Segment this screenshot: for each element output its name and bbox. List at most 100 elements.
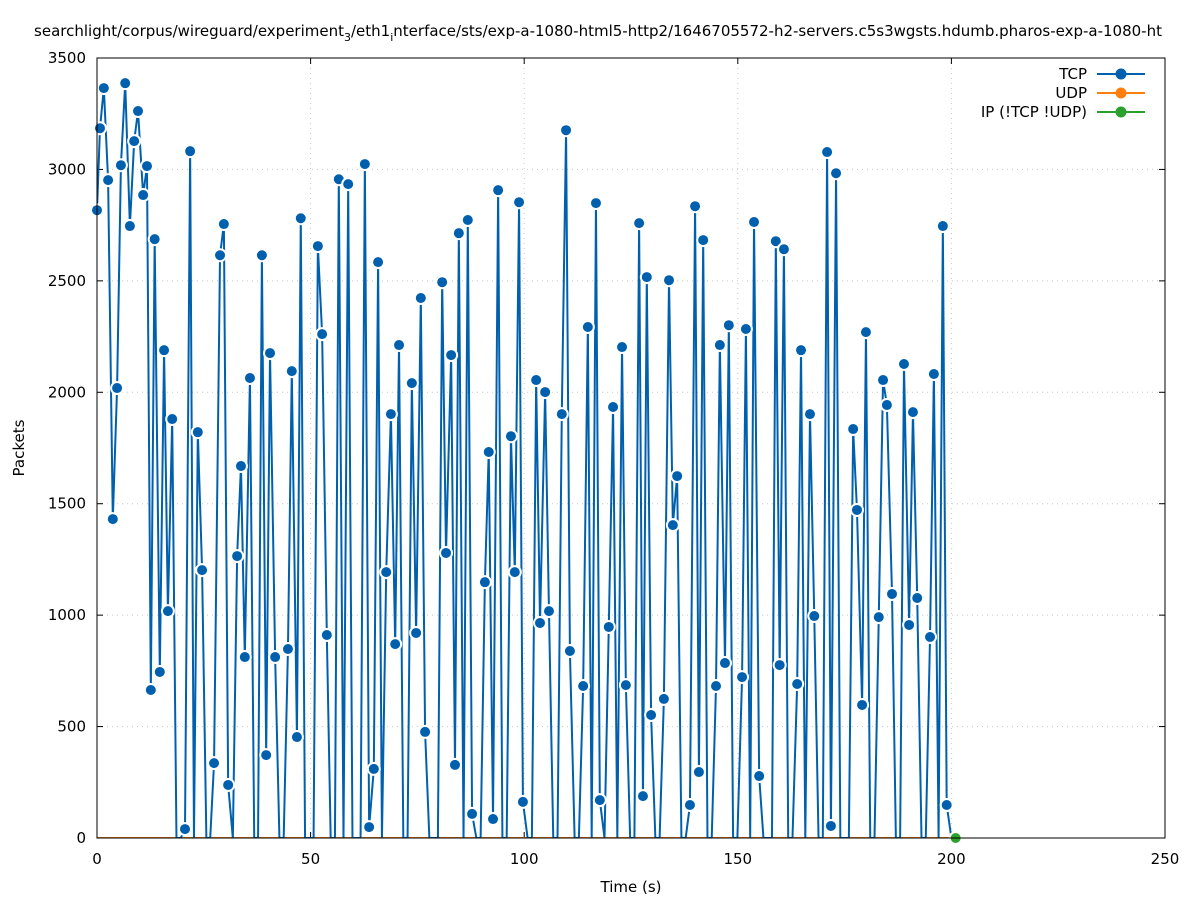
data-point-tcp (717, 656, 732, 671)
data-point-tcp (601, 619, 616, 634)
data-point-tcp (481, 445, 496, 460)
data-point-tcp (127, 134, 142, 149)
data-point-tcp (902, 617, 917, 632)
data-point-tcp (465, 806, 480, 821)
data-point-tcp (341, 177, 356, 192)
y-tick-label: 2000 (48, 383, 86, 401)
data-point-tcp (905, 405, 920, 420)
data-point-tcp (439, 545, 454, 560)
data-point-tcp (606, 399, 621, 414)
data-point-tcp (855, 697, 870, 712)
data-point-tcp (110, 381, 125, 396)
legend-item: IP (!TCP !UDP) (981, 103, 1145, 121)
data-point-tcp (820, 145, 835, 160)
data-point-tcp (790, 677, 805, 692)
data-point-tcp (858, 325, 873, 340)
data-point-tcp (802, 407, 817, 422)
data-point-tcp (310, 239, 325, 254)
data-point-tcp (529, 373, 544, 388)
data-point-tcp (696, 233, 711, 248)
data-point-tcp (618, 678, 633, 693)
ticks: 0 50 100 150 200 2500500100015002000250030003… (48, 49, 1180, 868)
y-tick-label: 0 (76, 829, 86, 847)
data-point-tcp (293, 211, 308, 226)
data-point-tcp (147, 232, 162, 247)
data-point-tcp (165, 412, 180, 427)
x-tick-label: 0 (92, 850, 102, 868)
data-point-tcp (512, 195, 527, 210)
data-point-tcp (752, 769, 767, 784)
data-point-tcp (632, 216, 647, 231)
data-point-tcp (562, 644, 577, 659)
data-point-tcp (319, 627, 334, 642)
data-point-tcp (139, 159, 154, 174)
chart-title: searchlight/corpus/wireguard/experiment3… (34, 22, 1162, 44)
data-point-tcp (404, 376, 419, 391)
markers-layer (90, 76, 963, 845)
data-point-tcp (143, 683, 158, 698)
data-point-tcp (366, 761, 381, 776)
x-tick-label: 200 (937, 850, 966, 868)
data-point-tcp (409, 625, 424, 640)
data-point-tcp (357, 157, 372, 172)
data-point-tcp (635, 789, 650, 804)
data-point-tcp (735, 670, 750, 685)
data-point-tcp (712, 338, 727, 353)
data-point-tcp (910, 590, 925, 605)
data-point-tcp (289, 730, 304, 745)
data-point-tcp (136, 188, 151, 203)
data-point-tcp (807, 609, 822, 624)
data-point-tcp (183, 144, 198, 159)
data-point-tcp (178, 822, 193, 837)
legend-label: IP (!TCP !UDP) (981, 103, 1087, 121)
data-point-tcp (691, 765, 706, 780)
data-point-tcp (435, 275, 450, 290)
y-tick-label: 2500 (48, 272, 86, 290)
data-point-tcp (644, 707, 659, 722)
data-point-tcp (823, 818, 838, 833)
data-point-tcp (503, 429, 518, 444)
data-point-tcp (152, 664, 167, 679)
data-point-tcp (195, 563, 210, 578)
data-point-tcp (533, 615, 548, 630)
data-point-tcp (190, 425, 205, 440)
data-point-tcp (721, 318, 736, 333)
data-point-tcp (554, 407, 569, 422)
data-point-tcp (284, 364, 299, 379)
data-point-tcp (413, 291, 428, 306)
data-point-tcp (96, 81, 111, 96)
y-tick-label: 1500 (48, 495, 86, 513)
data-point-tcp (92, 121, 107, 136)
data-point-tcp (263, 346, 278, 361)
x-tick-label: 100 (510, 850, 539, 868)
data-point-tcp (118, 76, 133, 91)
data-point-tcp (259, 748, 274, 763)
data-point-tcp (747, 215, 762, 230)
data-point-tcp (392, 338, 407, 353)
data-point-tcp (926, 367, 941, 382)
x-tick-label: 150 (723, 850, 752, 868)
series-line-tcp (97, 83, 953, 838)
data-point-tcp (772, 658, 787, 673)
data-point-tcp (242, 371, 257, 386)
data-point-tcp (379, 565, 394, 580)
x-tick-label: 250 (1151, 850, 1180, 868)
data-point-tcp (896, 356, 911, 371)
legend-marker (1115, 68, 1127, 80)
data-point-tcp (237, 650, 252, 665)
data-point-tcp (268, 650, 283, 665)
data-point-tcp (216, 217, 231, 232)
data-point-tcp (280, 642, 295, 657)
data-point-tcp (639, 270, 654, 285)
data-point-tcp (688, 199, 703, 214)
data-point-tcp (923, 629, 938, 644)
data-point-tcp (221, 777, 236, 792)
data-point-tcp (507, 565, 522, 580)
data-point-tcp (233, 459, 248, 474)
x-axis-label: Time (s) (600, 878, 662, 896)
data-point-tcp (682, 798, 697, 813)
y-tick-label: 3500 (48, 49, 86, 67)
data-point-tcp (768, 234, 783, 249)
